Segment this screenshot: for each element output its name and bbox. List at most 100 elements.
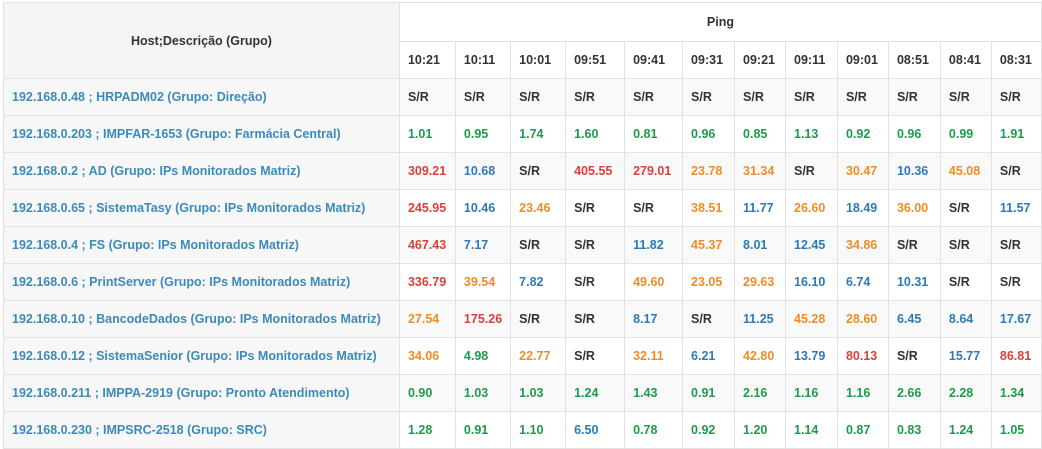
ping-value-cell: 12.45 <box>785 226 838 264</box>
host-link[interactable]: 192.168.0.48 ; HRPADM02 (Grupo: Direção) <box>3 78 400 116</box>
ping-value-cell: 279.01 <box>624 152 684 190</box>
ping-table: Host;Descrição (Grupo) Ping 10:21 10:11 10… <box>3 2 1042 449</box>
ping-value-cell: 1.43 <box>624 374 684 412</box>
time-column-header: 08:51 <box>887 41 941 79</box>
ping-value-cell: 45.37 <box>682 226 736 264</box>
ping-value-cell: 1.03 <box>510 374 567 412</box>
ping-value-cell: 32.11 <box>624 337 684 375</box>
ping-value-cell: 6.21 <box>682 337 736 375</box>
ping-value-cell: S/R <box>939 263 992 301</box>
host-link[interactable]: 192.168.0.203 ; IMPFAR-1653 (Grupo: Farm… <box>3 115 400 153</box>
ping-value-cell: 8.17 <box>624 300 684 338</box>
ping-value-cell: S/R <box>624 189 684 227</box>
ping-value-cell: 6.45 <box>887 300 941 338</box>
host-link[interactable]: 192.168.0.230 ; IMPSRC-2518 (Grupo: SRC) <box>3 411 400 449</box>
ping-value-cell: S/R <box>565 337 626 375</box>
ping-value-cell: 1.91 <box>990 115 1042 153</box>
ping-value-cell: S/R <box>990 226 1042 264</box>
ping-value-cell: 0.96 <box>887 115 941 153</box>
ping-value-cell: 245.95 <box>398 189 456 227</box>
time-column-header: 09:31 <box>682 41 736 79</box>
ping-value-cell: 10.46 <box>454 189 512 227</box>
ping-value-cell: S/R <box>510 226 567 264</box>
ping-value-cell: 0.85 <box>734 115 786 153</box>
ping-value-cell: 11.57 <box>990 189 1042 227</box>
ping-value-cell: 36.00 <box>887 189 941 227</box>
ping-value-cell: 2.16 <box>734 374 786 412</box>
ping-value-cell: 28.60 <box>836 300 889 338</box>
table-row: 192.168.0.6 ; PrintServer (Grupo: IPs Mo… <box>3 263 1042 301</box>
ping-value-cell: S/R <box>887 337 941 375</box>
ping-value-cell: 1.28 <box>398 411 456 449</box>
ping-value-cell: 45.28 <box>785 300 838 338</box>
ping-value-cell: S/R <box>682 78 736 116</box>
ping-value-cell: 2.66 <box>887 374 941 412</box>
ping-value-cell: 39.54 <box>454 263 512 301</box>
ping-value-cell: 26.60 <box>785 189 838 227</box>
ping-value-cell: S/R <box>887 226 941 264</box>
ping-value-cell: 30.47 <box>836 152 889 190</box>
table-row: 192.168.0.4 ; FS (Grupo: IPs Monitorados… <box>3 226 1042 264</box>
host-column-header: Host;Descrição (Grupo) <box>3 2 400 79</box>
ping-value-cell: 10.68 <box>454 152 512 190</box>
ping-value-cell: 17.67 <box>990 300 1042 338</box>
host-link[interactable]: 192.168.0.10 ; BancodeDados (Grupo: IPs … <box>3 300 400 338</box>
header-row-times: 10:21 10:11 10:01 09:51 09:41 09:31 09:21 09:11… <box>4 41 1042 79</box>
ping-value-cell: 0.99 <box>939 115 992 153</box>
ping-value-cell: 1.24 <box>565 374 626 412</box>
ping-value-cell: S/R <box>887 78 941 116</box>
ping-value-cell: 1.20 <box>734 411 786 449</box>
ping-value-cell: 1.03 <box>454 374 512 412</box>
ping-value-cell: 1.34 <box>990 374 1042 412</box>
ping-value-cell: 11.82 <box>624 226 684 264</box>
ping-value-cell: 7.17 <box>454 226 512 264</box>
time-column-header: 09:41 <box>624 41 684 79</box>
ping-value-cell: 1.16 <box>836 374 889 412</box>
time-column-header: 09:11 <box>785 41 838 79</box>
table-row: 192.168.0.2 ; AD (Grupo: IPs Monitorados… <box>3 152 1042 190</box>
ping-value-cell: 1.01 <box>398 115 456 153</box>
ping-value-cell: S/R <box>734 78 786 116</box>
host-link[interactable]: 192.168.0.12 ; SistemaSenior (Grupo: IPs… <box>3 337 400 375</box>
host-link[interactable]: 192.168.0.211 ; IMPPA-2919 (Grupo: Pront… <box>3 374 400 412</box>
ping-value-cell: 22.77 <box>510 337 567 375</box>
ping-value-cell: S/R <box>454 78 512 116</box>
host-link[interactable]: 192.168.0.65 ; SistemaTasy (Grupo: IPs M… <box>3 189 400 227</box>
host-link[interactable]: 192.168.0.6 ; PrintServer (Grupo: IPs Mo… <box>3 263 400 301</box>
ping-value-cell: 0.96 <box>682 115 736 153</box>
ping-value-cell: 23.05 <box>682 263 736 301</box>
ping-value-cell: S/R <box>939 78 992 116</box>
ping-value-cell: S/R <box>682 300 736 338</box>
ping-value-cell: S/R <box>565 189 626 227</box>
ping-value-cell: 8.64 <box>939 300 992 338</box>
ping-table-body: 192.168.0.48 ; HRPADM02 (Grupo: Direção)… <box>3 78 1042 449</box>
time-column-header: 09:01 <box>836 41 889 79</box>
time-column-header: 08:31 <box>990 41 1042 79</box>
ping-value-cell: 0.91 <box>454 411 512 449</box>
ping-value-cell: S/R <box>510 152 567 190</box>
time-column-header: 10:11 <box>454 41 512 79</box>
time-column-header: 09:51 <box>565 41 626 79</box>
ping-value-cell: 23.78 <box>682 152 736 190</box>
ping-value-cell: 34.86 <box>836 226 889 264</box>
ping-value-cell: 467.43 <box>398 226 456 264</box>
time-column-header: 10:01 <box>510 41 567 79</box>
ping-group-header: Ping <box>398 2 1042 42</box>
ping-value-cell: 15.77 <box>939 337 992 375</box>
time-column-header: 09:21 <box>734 41 786 79</box>
time-column-header: 10:21 <box>398 41 456 79</box>
ping-value-cell: 34.06 <box>398 337 456 375</box>
ping-value-cell: 0.92 <box>836 115 889 153</box>
ping-value-cell: S/R <box>785 78 838 116</box>
ping-value-cell: 27.54 <box>398 300 456 338</box>
ping-value-cell: S/R <box>565 78 626 116</box>
ping-value-cell: S/R <box>624 78 684 116</box>
host-link[interactable]: 192.168.0.4 ; FS (Grupo: IPs Monitorados… <box>3 226 400 264</box>
ping-value-cell: 80.13 <box>836 337 889 375</box>
host-link[interactable]: 192.168.0.2 ; AD (Grupo: IPs Monitorados… <box>3 152 400 190</box>
ping-value-cell: 0.87 <box>836 411 889 449</box>
ping-value-cell: 405.55 <box>565 152 626 190</box>
ping-value-cell: S/R <box>565 263 626 301</box>
table-row: 192.168.0.10 ; BancodeDados (Grupo: IPs … <box>3 300 1042 338</box>
table-row: 192.168.0.65 ; SistemaTasy (Grupo: IPs M… <box>3 189 1042 227</box>
